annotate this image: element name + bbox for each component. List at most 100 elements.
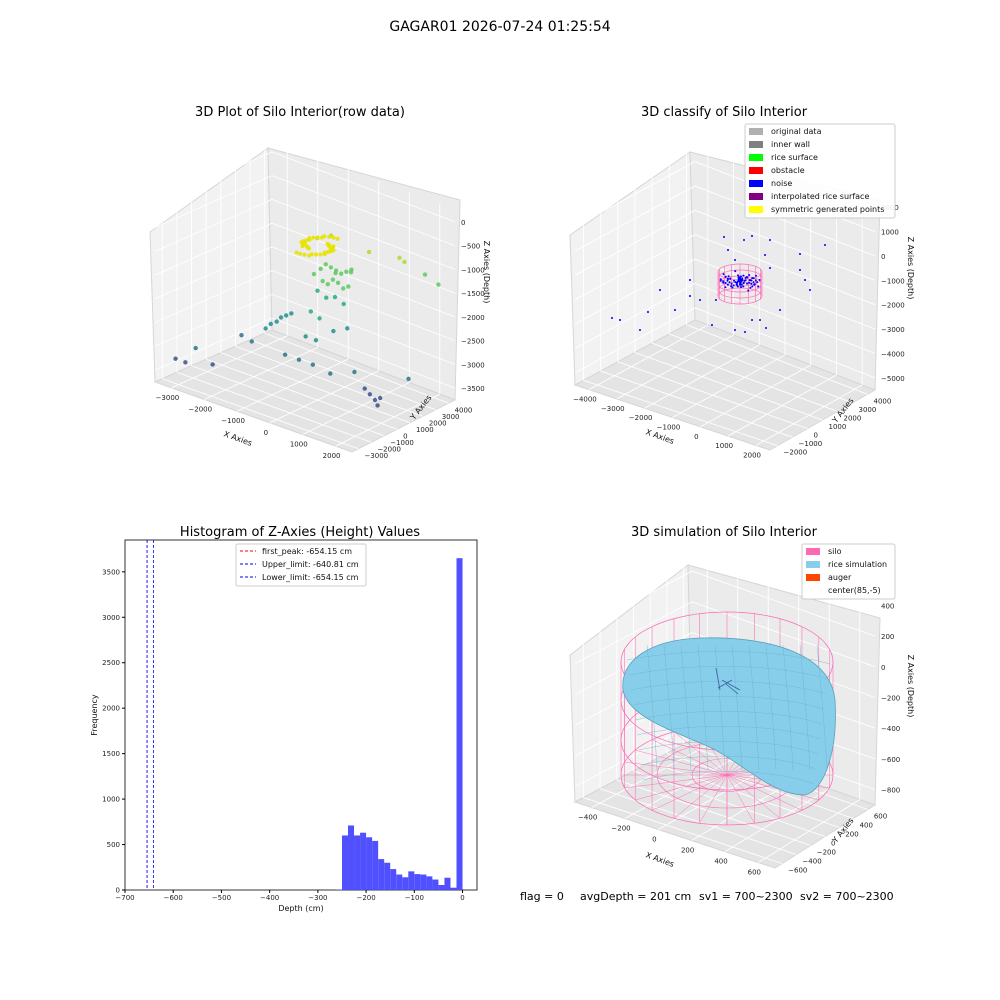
raw-data-point bbox=[344, 269, 349, 274]
histogram-bar bbox=[444, 877, 451, 890]
simulation-silo-spoke bbox=[624, 761, 728, 776]
histogram-y-axis-label: Frequency bbox=[90, 694, 99, 736]
simulation-z-tick-label: 200 bbox=[881, 633, 894, 641]
raw-data-point bbox=[313, 338, 319, 343]
classify-surface-point bbox=[719, 279, 722, 282]
raw-data-point bbox=[263, 326, 268, 331]
classify-surface-point bbox=[732, 284, 735, 287]
classify-legend-swatch bbox=[749, 141, 763, 148]
histogram-y-tick-label: 2500 bbox=[102, 659, 120, 667]
raw-z-tick-label: −1500 bbox=[461, 290, 485, 298]
simulation-rice-mesh bbox=[632, 696, 825, 710]
simulation-legend-swatch bbox=[806, 587, 820, 594]
classify-legend-swatch bbox=[749, 167, 763, 174]
raw-surface-point bbox=[294, 250, 299, 255]
simulation-legend-label: center(85,-5) bbox=[828, 586, 881, 595]
classify-surface-point bbox=[726, 278, 729, 281]
raw-data-point bbox=[315, 288, 320, 293]
raw-z-tick-label: −1000 bbox=[461, 266, 485, 274]
raw-surface-point bbox=[307, 236, 312, 241]
classify-grid-z bbox=[574, 185, 696, 252]
raw-grid-z bbox=[154, 175, 273, 229]
raw-grid-z bbox=[271, 317, 456, 389]
simulation-x-axis-label: X Axies bbox=[644, 850, 675, 869]
raw-grid-y bbox=[206, 358, 398, 430]
raw-y-tick-label: −3000 bbox=[364, 452, 388, 460]
histogram-bars bbox=[335, 558, 463, 890]
raw-grid-x bbox=[302, 382, 410, 435]
histogram-bar bbox=[432, 879, 439, 890]
raw-data-point bbox=[330, 277, 336, 282]
histogram-x-tick-label: −500 bbox=[212, 894, 231, 902]
raw-grid-x bbox=[269, 370, 379, 424]
simulation-x-tick-label: −400 bbox=[578, 814, 597, 822]
raw-x-tick-label: −3000 bbox=[156, 394, 180, 402]
classify-z-tick-label: 0 bbox=[881, 253, 885, 261]
simulation-legend-label: auger bbox=[828, 573, 852, 582]
raw-surface-point bbox=[298, 251, 303, 256]
classify-grid-z bbox=[694, 283, 876, 354]
histogram-x-axis-label: Depth (cm) bbox=[278, 904, 323, 913]
raw-data-point bbox=[341, 286, 346, 291]
simulation-silo-spoke bbox=[726, 774, 755, 824]
classify-x-tick-label: −2000 bbox=[629, 414, 653, 422]
classify-noise-point bbox=[743, 239, 745, 241]
classify-surface-point bbox=[727, 275, 730, 278]
panel-histogram: Histogram of Z-Axies (Height) Values −70… bbox=[90, 525, 478, 913]
raw-grid-z bbox=[271, 270, 456, 342]
histogram-x-tick-label: −100 bbox=[405, 894, 424, 902]
classify-noise-point bbox=[759, 319, 761, 321]
classify-surface-point bbox=[750, 282, 753, 285]
histogram-bar bbox=[402, 877, 409, 890]
simulation-legend-label: rice simulation bbox=[828, 560, 887, 569]
classify-surface-point bbox=[722, 280, 725, 283]
classify-y-tick-label: 4000 bbox=[874, 397, 892, 405]
classify-noise-point bbox=[764, 254, 766, 256]
histogram-legend-entries: first_peak: -654.15 cm Upper_limit: -640.… bbox=[240, 547, 359, 582]
raw-data-point bbox=[333, 270, 338, 276]
classify-surface-point bbox=[754, 274, 757, 277]
simulation-auger-blade bbox=[721, 679, 741, 691]
histogram-bar bbox=[420, 874, 427, 890]
classify-z-axis-label: Z Axies (Depth) bbox=[906, 237, 915, 300]
raw-data-point bbox=[323, 262, 328, 267]
raw-grid-y bbox=[191, 365, 385, 437]
histogram-legend bbox=[235, 543, 367, 587]
histogram-bar bbox=[378, 859, 385, 890]
classify-noise-point bbox=[765, 327, 767, 329]
classify-legend-swatch bbox=[749, 154, 763, 161]
histogram-bar bbox=[426, 876, 433, 890]
raw-surface-point bbox=[302, 252, 307, 257]
classify-surface-point bbox=[734, 270, 737, 273]
classify-noise-point bbox=[734, 329, 736, 331]
classify-noise-point bbox=[734, 259, 736, 261]
raw-data-point bbox=[436, 282, 441, 287]
classify-surface-point bbox=[751, 285, 754, 288]
classify-z-tick-label: −2000 bbox=[881, 302, 905, 310]
classify-y-tick-label: 2000 bbox=[844, 414, 862, 422]
classify-legend-label: interpolated rice surface bbox=[771, 192, 869, 201]
raw-surface-point bbox=[331, 248, 336, 253]
classify-noise-point bbox=[639, 329, 641, 331]
classify-legend-label: inner wall bbox=[771, 140, 810, 149]
raw-grid-z bbox=[154, 222, 273, 276]
simulation-silo-spoke bbox=[673, 774, 728, 819]
raw-data-point bbox=[289, 311, 294, 316]
simulation-x-tick-label: −200 bbox=[611, 825, 630, 833]
simulation-z-tick-label: −200 bbox=[881, 695, 900, 703]
simulation-z-tick-label: −400 bbox=[881, 725, 900, 733]
raw-x-axis-label: X Axies bbox=[222, 429, 253, 448]
simulation-x-tick-label: 200 bbox=[681, 847, 694, 855]
histogram-bar bbox=[408, 871, 415, 890]
simulation-legend-label: silo bbox=[828, 547, 842, 556]
classify-x-tick-label: −3000 bbox=[601, 405, 625, 413]
raw-data-point bbox=[320, 278, 325, 284]
classify-legend bbox=[744, 123, 896, 219]
simulation-x-tick-label: 400 bbox=[714, 858, 727, 866]
raw-data-point bbox=[308, 309, 314, 314]
simulation-rice-mesh bbox=[646, 644, 658, 771]
raw-z-tick-label: −2500 bbox=[461, 338, 485, 346]
raw-data-point bbox=[375, 403, 380, 408]
raw-data-point bbox=[324, 295, 329, 300]
